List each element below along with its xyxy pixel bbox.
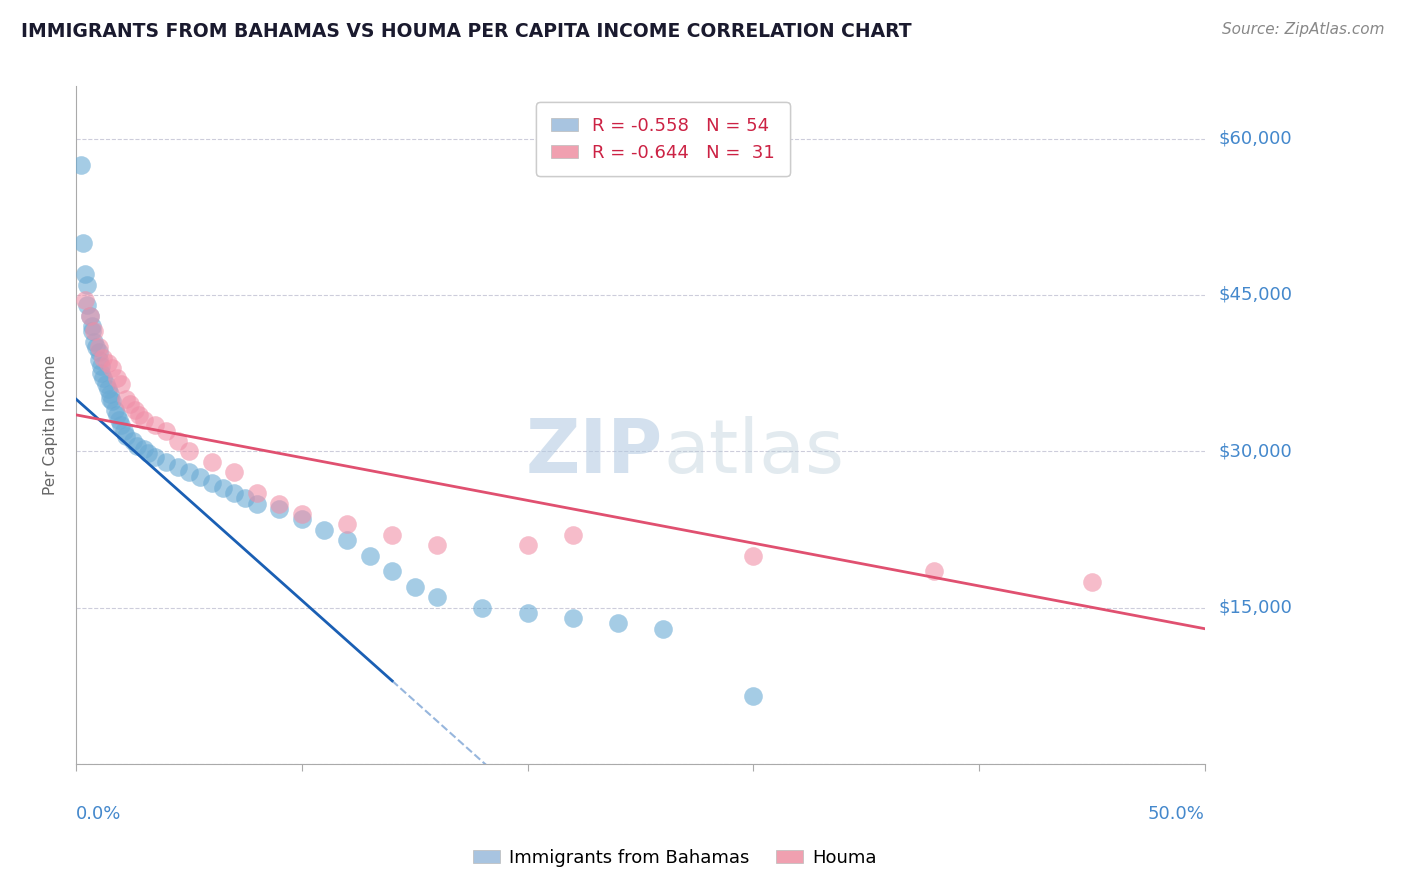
Point (76, 298, 98, 312)
Point (1081, 574, 1104, 589)
Point (224, 486, 246, 500)
Text: atlas: atlas (664, 416, 844, 489)
Point (76, 277, 98, 292)
Point (516, 538, 538, 552)
Point (75, 267, 97, 281)
Point (652, 622, 675, 636)
Point (105, 408, 128, 422)
Text: $45,000: $45,000 (1219, 286, 1292, 304)
Text: 50.0%: 50.0% (1147, 805, 1205, 823)
Point (103, 402, 125, 417)
Point (75, 293, 97, 308)
Point (124, 402, 146, 417)
Text: $60,000: $60,000 (1219, 129, 1292, 147)
Point (97, 356, 120, 370)
Point (359, 549, 381, 563)
Point (91, 351, 114, 365)
Point (128, 408, 150, 422)
Point (166, 460, 188, 475)
Point (87, 345, 110, 359)
Point (291, 512, 314, 526)
Point (110, 376, 132, 391)
Point (314, 523, 336, 537)
Text: $15,000: $15,000 (1219, 599, 1292, 617)
Point (98, 392, 121, 407)
Point (404, 580, 426, 594)
Point (188, 470, 211, 484)
Point (143, 450, 166, 464)
Point (177, 465, 200, 479)
Point (114, 392, 136, 407)
Point (177, 444, 200, 458)
Point (121, 434, 143, 448)
Point (200, 455, 222, 469)
Point (90, 366, 112, 380)
Point (212, 481, 235, 495)
Point (105, 371, 128, 385)
Text: $30,000: $30,000 (1219, 442, 1292, 460)
Point (246, 497, 269, 511)
Point (143, 418, 166, 433)
Point (742, 549, 765, 563)
Point (561, 611, 583, 625)
Point (471, 600, 494, 615)
Point (86, 340, 108, 354)
Text: ZIP: ZIP (526, 416, 664, 489)
Point (101, 394, 124, 409)
Point (269, 501, 291, 516)
Text: 0.0%: 0.0% (76, 805, 121, 823)
Point (224, 465, 246, 479)
Point (98, 387, 121, 401)
Point (114, 429, 136, 443)
Point (200, 475, 222, 490)
Point (110, 418, 132, 433)
Point (80, 319, 103, 334)
Text: IMMIGRANTS FROM BAHAMAS VS HOUMA PER CAPITA INCOME CORRELATION CHART: IMMIGRANTS FROM BAHAMAS VS HOUMA PER CAP… (21, 22, 911, 41)
Point (87, 352, 110, 367)
Point (155, 424, 177, 438)
Point (79, 309, 101, 323)
Text: Source: ZipAtlas.com: Source: ZipAtlas.com (1222, 22, 1385, 37)
Point (606, 616, 628, 631)
Point (269, 497, 291, 511)
Point (127, 439, 149, 453)
Point (561, 528, 583, 542)
Legend: R = -0.558   N = 54, R = -0.644   N =  31: R = -0.558 N = 54, R = -0.644 N = 31 (537, 103, 790, 176)
Point (72, 235, 94, 250)
Point (922, 565, 945, 579)
Point (516, 606, 538, 620)
Point (90, 359, 112, 373)
Point (69, 158, 91, 172)
Y-axis label: Per Capita Income: Per Capita Income (44, 355, 58, 495)
Point (83, 334, 105, 349)
Point (155, 455, 177, 469)
Point (381, 565, 404, 579)
Point (235, 491, 257, 506)
Point (742, 690, 765, 704)
Point (112, 424, 135, 438)
Legend: Immigrants from Bahamas, Houma: Immigrants from Bahamas, Houma (465, 842, 884, 874)
Point (426, 591, 449, 605)
Point (132, 413, 155, 427)
Point (79, 309, 101, 323)
Point (91, 371, 114, 385)
Point (246, 486, 269, 500)
Point (381, 528, 404, 542)
Point (97, 382, 120, 396)
Point (83, 325, 105, 339)
Point (120, 397, 142, 411)
Point (80, 325, 103, 339)
Point (166, 434, 188, 448)
Point (336, 517, 359, 532)
Point (132, 442, 155, 457)
Point (138, 446, 160, 460)
Point (101, 361, 124, 376)
Point (291, 507, 314, 521)
Point (94, 376, 117, 391)
Point (108, 413, 131, 427)
Point (336, 533, 359, 547)
Point (87, 340, 110, 354)
Point (426, 538, 449, 552)
